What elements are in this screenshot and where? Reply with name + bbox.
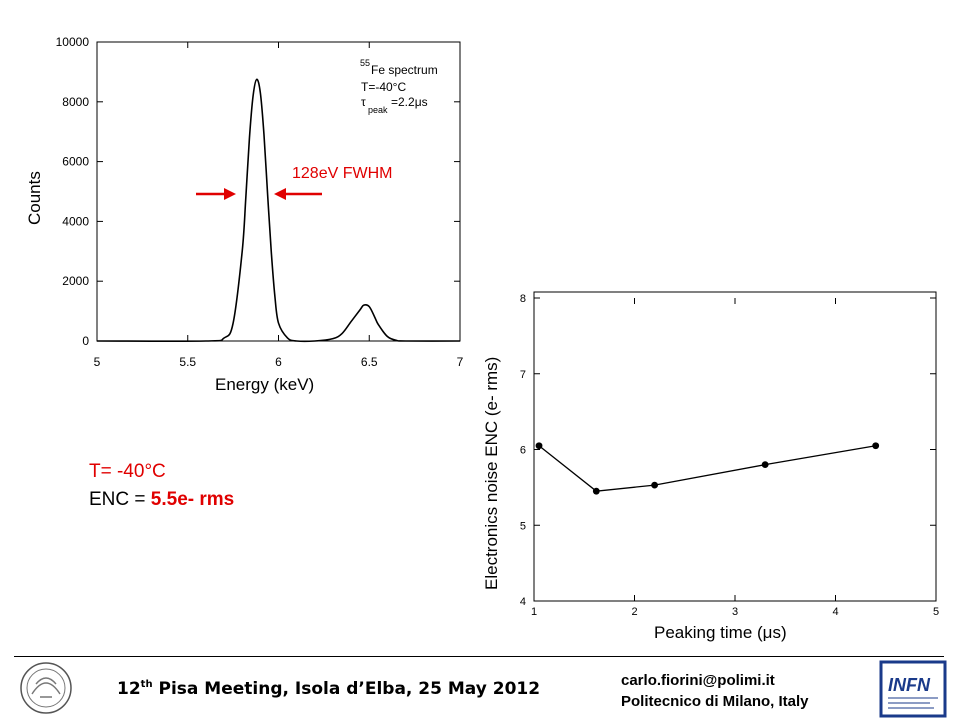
spectrum-x-tick-label: 6 <box>275 355 282 369</box>
spectrum-chart: 5 5.5 6 6.5 7 0 2000 4000 6000 8000 10000 Energy … <box>25 35 464 394</box>
footer-meeting-title: 12th Pisa Meeting, Isola d’Elba, 25 May … <box>117 679 540 699</box>
fwhm-right-arrow-head <box>274 188 286 200</box>
enc-y-tick-label: 6 <box>520 445 526 457</box>
tau-value: =2.2μs <box>391 95 428 109</box>
enc-x-tick-label: 4 <box>832 606 838 618</box>
isotope-mass-number: 55 <box>360 58 370 68</box>
spectrum-x-tick-label: 6.5 <box>361 355 378 369</box>
enc-data-point <box>872 442 880 450</box>
meeting-name: Pisa Meeting, Isola d’Elba, 25 May 2012 <box>152 679 541 699</box>
enc-data-point <box>592 487 600 495</box>
spectrum-y-axis-label: Counts <box>25 171 44 225</box>
spectrum-x-axis-label: Energy (keV) <box>215 375 314 394</box>
enc-x-axis-label: Peaking time (μs) <box>654 623 787 642</box>
tau-symbol: τ <box>361 95 366 109</box>
enc-series-line <box>538 445 876 492</box>
contact-affiliation: Politecnico di Milano, Italy <box>621 693 809 710</box>
spectrum-x-tick-label: 5 <box>94 355 101 369</box>
enc-series-points <box>535 442 880 495</box>
enc-x-ticks: 1 2 3 4 5 <box>531 298 939 618</box>
enc-y-ticks: 4 5 6 7 8 <box>520 293 936 608</box>
enc-x-tick-label: 2 <box>631 606 637 618</box>
spectrum-y-tick-label: 4000 <box>62 214 89 228</box>
enc-y-tick-label: 8 <box>520 293 526 305</box>
meeting-ordinal: 12 <box>117 679 141 699</box>
spectrum-y-tick-label: 10000 <box>56 35 90 49</box>
infn-logo: INFN <box>879 660 947 718</box>
tau-subscript: peak <box>368 105 388 115</box>
enc-data-point <box>651 481 658 489</box>
meeting-ordinal-suffix: th <box>140 679 153 690</box>
enc-result-text: ENC = 5.5e- rms <box>89 489 234 511</box>
spectrum-x-tick-label: 5.5 <box>179 355 196 369</box>
spectrum-x-tick-label: 7 <box>457 355 464 369</box>
enc-y-tick-label: 4 <box>520 596 526 608</box>
enc-x-tick-label: 3 <box>732 606 738 618</box>
enc-y-tick-label: 7 <box>520 369 526 381</box>
spectrum-series-line <box>96 78 461 343</box>
spectrum-temperature-note: T=-40°C <box>361 80 406 94</box>
temperature-text: T= -40°C <box>89 461 166 482</box>
isotope-label: Fe spectrum <box>371 63 438 77</box>
fwhm-left-arrow-head <box>224 188 236 200</box>
enc-x-tick-label: 5 <box>933 606 939 618</box>
spectrum-y-tick-label: 8000 <box>62 95 89 109</box>
enc-prefix: ENC = <box>89 489 151 510</box>
enc-chart: 1 2 3 4 5 4 5 6 7 8 Peaking time (μs) Electronic… <box>482 291 939 642</box>
fwhm-label: 128eV FWHM <box>292 165 392 182</box>
spectrum-y-tick-label: 6000 <box>62 155 89 169</box>
spectrum-y-tick-label: 0 <box>82 334 89 348</box>
spectrum-x-ticks: 5 5.5 6 6.5 7 <box>94 42 464 369</box>
enc-value: 5.5e- rms <box>150 489 235 510</box>
enc-data-point <box>761 461 769 469</box>
footer-contact: carlo.fiorini@polimi.it Politecnico di M… <box>621 670 809 712</box>
footer-divider <box>14 656 944 657</box>
enc-y-axis-label: Electronics noise ENC (e- rms) <box>482 357 501 590</box>
enc-y-tick-label: 5 <box>520 520 526 532</box>
politecnico-seal-logo <box>20 662 72 714</box>
spectrum-y-tick-label: 2000 <box>62 274 89 288</box>
enc-data-point <box>535 442 543 450</box>
infn-logo-text: INFN <box>888 675 931 695</box>
contact-email: carlo.fiorini@polimi.it <box>621 672 775 689</box>
enc-x-tick-label: 1 <box>531 606 537 618</box>
